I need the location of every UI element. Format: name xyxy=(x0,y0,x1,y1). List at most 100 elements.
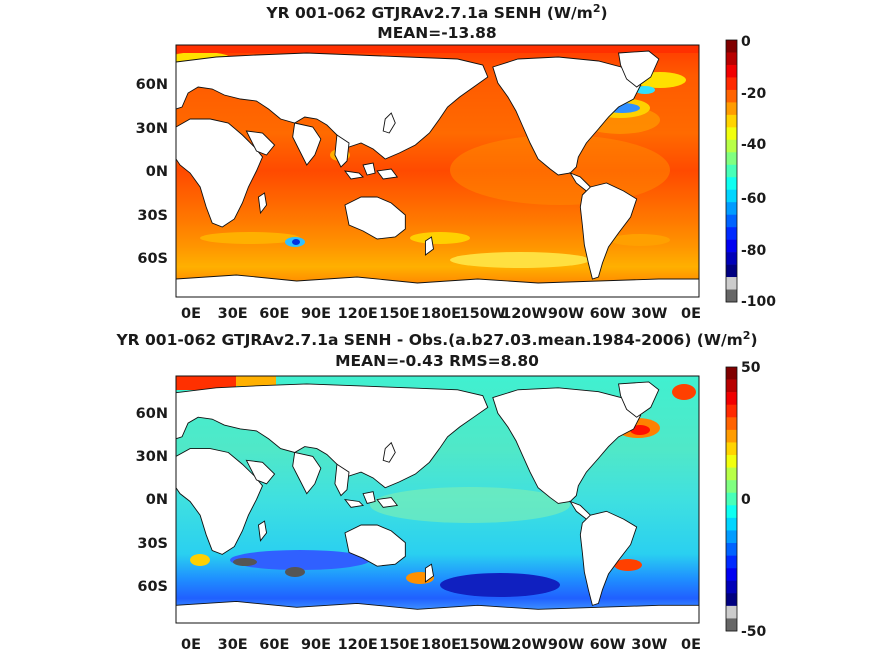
colorbar-bin xyxy=(726,164,737,178)
colorbar-bin xyxy=(726,429,737,443)
panel-bottom-field xyxy=(176,376,699,623)
colorbar-tick-label: 50 xyxy=(741,360,761,376)
x-tick-label: 150E xyxy=(379,306,419,322)
y-tick-label: 60N xyxy=(136,77,168,93)
colorbar-frame xyxy=(725,39,738,303)
colorbar-bin xyxy=(726,202,737,215)
x-tick-label: 150E xyxy=(379,637,419,653)
x-tick-label: 120W xyxy=(501,306,547,322)
x-tick-label: 120E xyxy=(338,637,378,653)
colorbar-bin xyxy=(726,252,737,265)
x-tick-label: 120W xyxy=(501,637,547,653)
colorbar-bin xyxy=(726,40,737,53)
panel-top-title: YR 001-062 GTJRAv2.7.1a SENH (W/m2) xyxy=(265,2,607,22)
y-tick-label: 60N xyxy=(136,406,168,422)
colorbar-tick-label: 0 xyxy=(741,34,751,50)
panel-top-subtitle: MEAN=-13.88 xyxy=(377,24,496,42)
colorbar-bin xyxy=(726,127,737,141)
x-tick-label: 120E xyxy=(338,306,378,322)
colorbar-frame xyxy=(725,366,738,632)
x-tick-label: 0E xyxy=(681,306,701,322)
x-tick-label: 0E xyxy=(681,637,701,653)
y-tick-label: 30S xyxy=(137,536,168,552)
colorbar-tick-label: -60 xyxy=(741,191,767,207)
colorbar-tick-label: 0 xyxy=(741,492,751,508)
x-tick-label: 30W xyxy=(631,637,667,653)
colorbar-bin xyxy=(726,442,737,456)
panel-bottom: YR 001-062 GTJRAv2.7.1a SENH - Obs.(a.b2… xyxy=(115,329,766,653)
panel-top-colorbar xyxy=(725,39,738,303)
colorbar-bin xyxy=(726,289,737,303)
colorbar-bin xyxy=(726,467,737,481)
panel-top-y-ticks: 60N 30N 0N 30S 60S xyxy=(136,77,168,267)
colorbar-bin xyxy=(726,264,737,278)
colorbar-bin xyxy=(726,593,737,607)
colorbar-bin xyxy=(726,367,737,380)
y-tick-label: 60S xyxy=(137,579,168,595)
panel-bottom-title: YR 001-062 GTJRAv2.7.1a SENH - Obs.(a.b2… xyxy=(115,329,757,349)
x-tick-label: 30E xyxy=(218,637,248,653)
colorbar-bin xyxy=(726,404,737,418)
x-tick-label: 30E xyxy=(218,306,248,322)
colorbar-bin xyxy=(726,189,737,203)
colorbar-bin xyxy=(726,517,737,531)
colorbar-bin xyxy=(726,227,737,240)
colorbar-bin xyxy=(726,555,737,569)
panel-top: YR 001-062 GTJRAv2.7.1a SENH (W/m2) MEAN… xyxy=(136,2,777,322)
colorbar-bin xyxy=(726,64,737,78)
colorbar-bin xyxy=(726,530,737,544)
colorbar-bin xyxy=(726,492,737,506)
x-tick-label: 90E xyxy=(301,306,331,322)
x-tick-label: 60W xyxy=(590,306,626,322)
panel-bottom-subtitle: MEAN=-0.43 RMS=8.80 xyxy=(335,352,539,370)
colorbar-bin xyxy=(726,580,737,594)
colorbar-bin xyxy=(726,214,737,228)
x-tick-label: 60W xyxy=(590,637,626,653)
y-tick-label: 0N xyxy=(146,164,168,180)
y-tick-label: 30N xyxy=(136,121,168,137)
colorbar-tick-label: -100 xyxy=(741,294,776,310)
y-tick-label: 30S xyxy=(137,208,168,224)
x-tick-label: 90E xyxy=(301,637,331,653)
x-tick-label: 30W xyxy=(631,306,667,322)
colorbar-bin xyxy=(726,139,737,153)
colorbar-bin xyxy=(726,480,737,494)
y-tick-label: 0N xyxy=(146,492,168,508)
colorbar-bin xyxy=(726,379,737,393)
colorbar-tick-label: -20 xyxy=(741,86,767,102)
panel-bottom-frame xyxy=(175,375,700,624)
y-tick-label: 30N xyxy=(136,449,168,465)
x-tick-label: 180E xyxy=(421,637,461,653)
colorbar-bin xyxy=(726,417,737,431)
colorbar-bin xyxy=(726,618,737,632)
colorbar-bin xyxy=(726,543,737,556)
x-tick-label: 150W xyxy=(460,306,506,322)
colorbar-bin xyxy=(726,505,737,519)
x-tick-label: 90W xyxy=(548,306,584,322)
colorbar-bin xyxy=(726,605,737,619)
colorbar-tick-label: -80 xyxy=(741,243,767,259)
colorbar-bin xyxy=(726,239,737,253)
colorbar-bin xyxy=(726,392,737,406)
colorbar-bin xyxy=(726,277,737,290)
x-tick-label: 150W xyxy=(460,637,506,653)
colorbar-bin xyxy=(726,114,737,128)
x-tick-label: 60E xyxy=(259,637,289,653)
colorbar-tick-label: -50 xyxy=(741,624,767,640)
colorbar-bin xyxy=(726,568,737,582)
colorbar-bin xyxy=(726,455,737,468)
colorbar-bin xyxy=(726,102,737,116)
x-tick-label: 180E xyxy=(421,306,461,322)
y-tick-label: 60S xyxy=(137,251,168,267)
colorbar-tick-label: -40 xyxy=(741,137,767,153)
panel-bottom-y-ticks: 60N 30N 0N 30S 60S xyxy=(136,406,168,595)
colorbar-bin xyxy=(726,52,737,66)
x-tick-label: 0E xyxy=(181,306,201,322)
x-tick-label: 0E xyxy=(181,637,201,653)
colorbar-bin xyxy=(726,177,737,191)
x-tick-label: 60E xyxy=(259,306,289,322)
colorbar-bin xyxy=(726,89,737,103)
